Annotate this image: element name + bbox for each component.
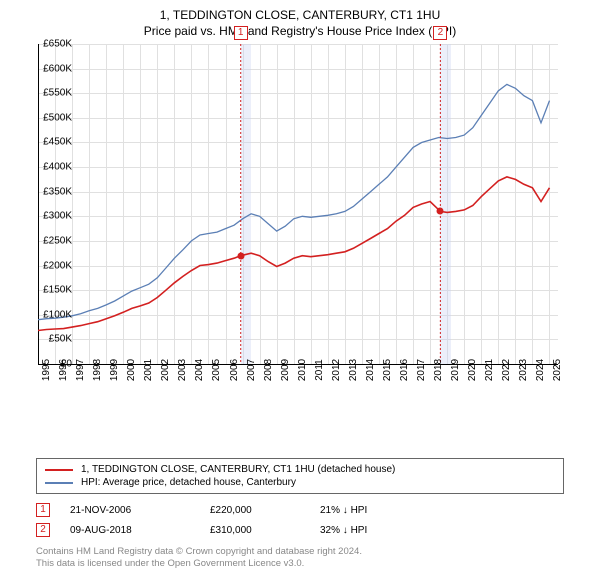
x-tick-label: 1998 bbox=[92, 359, 103, 381]
y-tick-label: £550K bbox=[32, 88, 72, 99]
event-date: 09-AUG-2018 bbox=[70, 525, 210, 536]
footer-line1: Contains HM Land Registry data © Crown c… bbox=[36, 546, 564, 558]
legend-label: 1, TEDDINGTON CLOSE, CANTERBURY, CT1 1HU… bbox=[81, 464, 395, 475]
y-tick-label: £100K bbox=[32, 309, 72, 320]
event-marker: 1 bbox=[36, 503, 50, 517]
event-diff: 21% ↓ HPI bbox=[320, 505, 430, 516]
x-tick-label: 2014 bbox=[365, 359, 376, 381]
marker-box: 1 bbox=[234, 26, 248, 40]
event-date: 21-NOV-2006 bbox=[70, 505, 210, 516]
chart-subtitle: Price paid vs. HM Land Registry's House … bbox=[0, 22, 600, 44]
legend-label: HPI: Average price, detached house, Cant… bbox=[81, 477, 296, 488]
legend-swatch bbox=[45, 482, 73, 484]
event-row: 1 21-NOV-2006£220,00021% ↓ HPI bbox=[36, 500, 564, 520]
legend-row: 1, TEDDINGTON CLOSE, CANTERBURY, CT1 1HU… bbox=[45, 463, 555, 476]
x-tick-label: 1997 bbox=[75, 359, 86, 381]
x-tick-label: 2019 bbox=[450, 359, 461, 381]
x-tick-label: 1996 bbox=[58, 359, 69, 381]
x-tick-label: 2020 bbox=[467, 359, 478, 381]
chart-container: 1, TEDDINGTON CLOSE, CANTERBURY, CT1 1HU… bbox=[0, 0, 600, 560]
event-marker: 2 bbox=[36, 523, 50, 537]
x-tick-label: 2004 bbox=[194, 359, 205, 381]
event-price: £220,000 bbox=[210, 505, 320, 516]
y-tick-label: £650K bbox=[32, 39, 72, 50]
x-tick-label: 2005 bbox=[211, 359, 222, 381]
x-tick-label: 2023 bbox=[518, 359, 529, 381]
sale-point bbox=[437, 208, 444, 215]
series-property bbox=[38, 177, 550, 331]
x-tick-label: 2022 bbox=[501, 359, 512, 381]
x-tick-label: 2016 bbox=[399, 359, 410, 381]
x-tick-label: 2024 bbox=[535, 359, 546, 381]
x-tick-label: 2008 bbox=[263, 359, 274, 381]
legend: 1, TEDDINGTON CLOSE, CANTERBURY, CT1 1HU… bbox=[36, 458, 564, 494]
chart-area: 12 £0£50K£100K£150K£200K£250K£300K£350K£… bbox=[38, 44, 598, 404]
y-tick-label: £350K bbox=[32, 186, 72, 197]
sale-point bbox=[237, 252, 244, 259]
x-tick-label: 2018 bbox=[433, 359, 444, 381]
x-tick-label: 2002 bbox=[160, 359, 171, 381]
x-tick-label: 2013 bbox=[348, 359, 359, 381]
event-price: £310,000 bbox=[210, 525, 320, 536]
x-tick-label: 2009 bbox=[280, 359, 291, 381]
x-tick-label: 1995 bbox=[41, 359, 52, 381]
x-tick-label: 2010 bbox=[297, 359, 308, 381]
y-tick-label: £50K bbox=[32, 334, 72, 345]
event-diff: 32% ↓ HPI bbox=[320, 525, 430, 536]
x-tick-label: 2017 bbox=[416, 359, 427, 381]
x-tick-label: 2000 bbox=[126, 359, 137, 381]
footer: Contains HM Land Registry data © Crown c… bbox=[36, 546, 564, 570]
y-tick-label: £500K bbox=[32, 112, 72, 123]
y-tick-label: £400K bbox=[32, 162, 72, 173]
x-tick-label: 2003 bbox=[177, 359, 188, 381]
x-tick-label: 1999 bbox=[109, 359, 120, 381]
x-tick-label: 2006 bbox=[229, 359, 240, 381]
legend-swatch bbox=[45, 469, 73, 471]
series-hpi bbox=[38, 84, 550, 319]
x-tick-label: 2015 bbox=[382, 359, 393, 381]
x-tick-label: 2011 bbox=[314, 359, 325, 381]
event-row: 2 09-AUG-2018£310,00032% ↓ HPI bbox=[36, 520, 564, 540]
y-tick-label: £250K bbox=[32, 235, 72, 246]
legend-row: HPI: Average price, detached house, Cant… bbox=[45, 476, 555, 489]
x-tick-label: 2007 bbox=[246, 359, 257, 381]
x-tick-label: 2012 bbox=[331, 359, 342, 381]
y-tick-label: £600K bbox=[32, 63, 72, 74]
y-tick-label: £300K bbox=[32, 211, 72, 222]
y-tick-label: £450K bbox=[32, 137, 72, 148]
event-table: 1 21-NOV-2006£220,00021% ↓ HPI 2 09-AUG-201… bbox=[36, 500, 564, 540]
x-tick-label: 2021 bbox=[484, 359, 495, 381]
marker-box: 2 bbox=[433, 26, 447, 40]
line-plot bbox=[38, 44, 598, 404]
x-tick-label: 2001 bbox=[143, 359, 154, 381]
y-tick-label: £150K bbox=[32, 285, 72, 296]
chart-title: 1, TEDDINGTON CLOSE, CANTERBURY, CT1 1HU bbox=[0, 0, 600, 22]
y-tick-label: £200K bbox=[32, 260, 72, 271]
x-tick-label: 2025 bbox=[552, 359, 563, 381]
